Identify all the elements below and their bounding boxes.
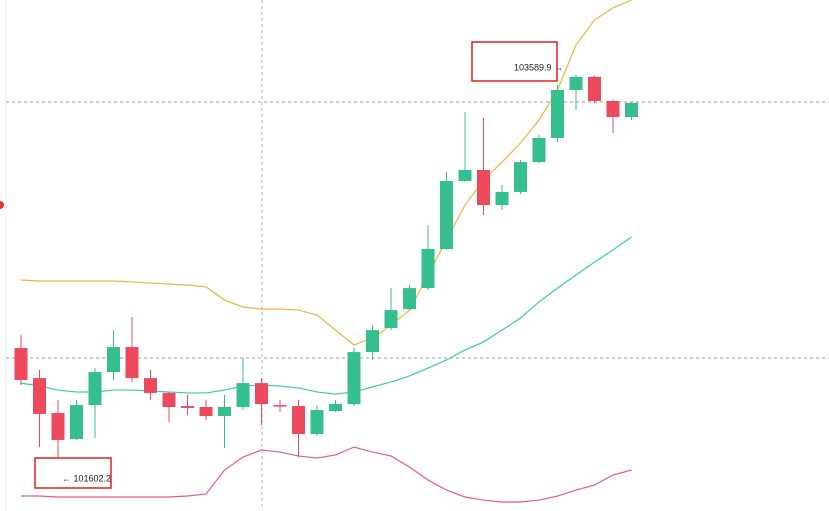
candle-body bbox=[366, 330, 379, 353]
candle-body bbox=[255, 383, 268, 405]
band-line bbox=[20, 236, 632, 395]
candle-body bbox=[403, 288, 416, 310]
band-line bbox=[20, 0, 632, 346]
candle-body bbox=[33, 378, 46, 414]
edge-marker bbox=[0, 201, 4, 209]
candle-body bbox=[569, 76, 583, 90]
annotation: 103589.9 → bbox=[514, 62, 563, 72]
candle-body bbox=[199, 406, 213, 417]
candle-body bbox=[107, 347, 120, 373]
annotation-box bbox=[471, 41, 558, 82]
candle-body bbox=[477, 169, 490, 206]
candle-body bbox=[588, 76, 601, 101]
candle-body bbox=[625, 102, 638, 117]
candle-body bbox=[532, 137, 546, 163]
band-line bbox=[21, 446, 632, 503]
candle-body bbox=[51, 412, 65, 440]
candle-body bbox=[421, 248, 435, 289]
annotation-box bbox=[34, 457, 112, 489]
candle-body bbox=[125, 347, 139, 379]
annotation: ← 101602.2 bbox=[62, 473, 111, 483]
candle-body bbox=[384, 310, 398, 328]
candle-body bbox=[144, 378, 157, 393]
candle-body bbox=[458, 169, 472, 181]
candle-body bbox=[440, 180, 453, 249]
candle-body bbox=[551, 89, 564, 138]
candle-body bbox=[181, 406, 194, 408]
candle-body bbox=[292, 406, 305, 434]
candle-body bbox=[495, 191, 509, 206]
candle-body bbox=[88, 372, 102, 406]
plot-area bbox=[14, 0, 638, 503]
candle-body bbox=[310, 410, 324, 434]
candle-body bbox=[273, 405, 287, 407]
candle-body bbox=[14, 348, 28, 381]
candle-body bbox=[218, 406, 231, 417]
candle-body bbox=[162, 392, 176, 407]
candle-body bbox=[347, 352, 361, 405]
candle-body bbox=[329, 404, 342, 412]
candle-body bbox=[514, 162, 527, 192]
candle-body bbox=[606, 100, 620, 117]
candle-body bbox=[70, 405, 83, 439]
candle-body bbox=[236, 383, 250, 407]
